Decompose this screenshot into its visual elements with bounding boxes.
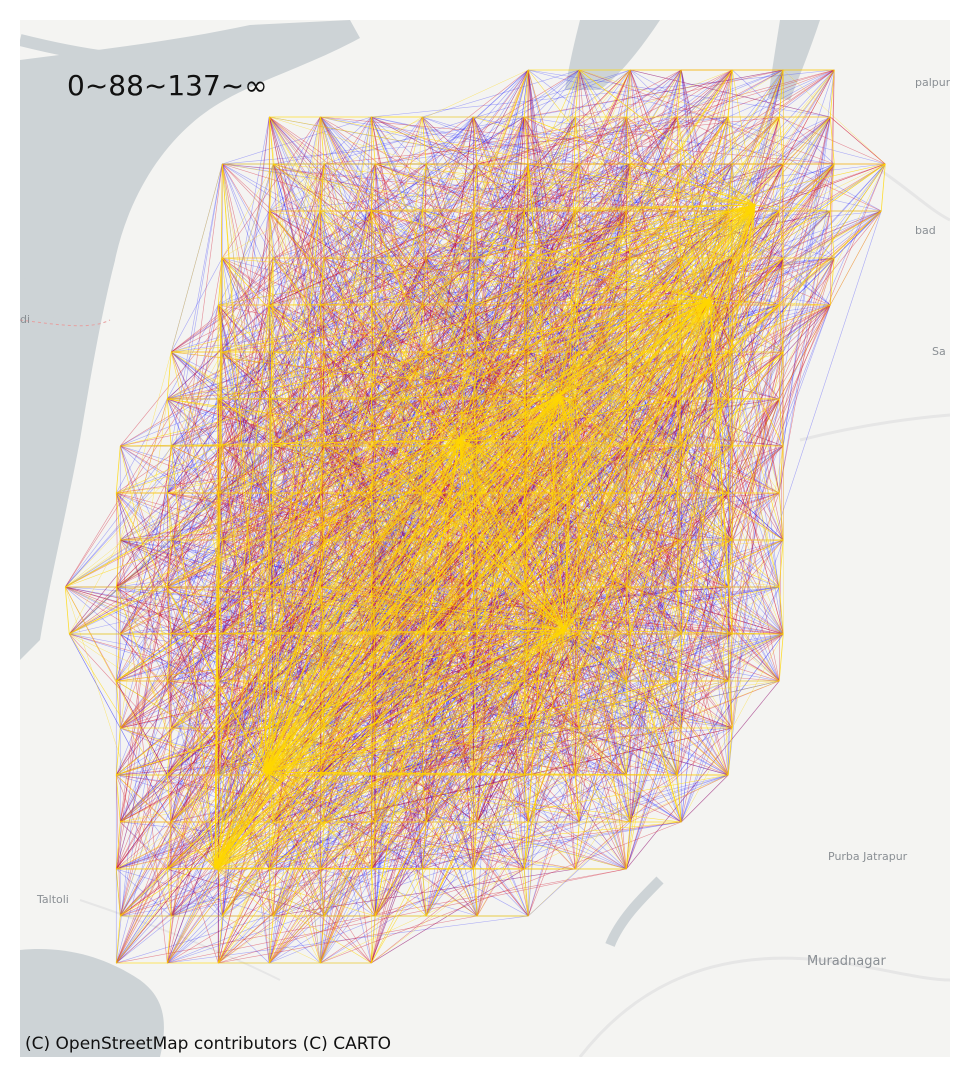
map-canvas[interactable]: palpur bad di Sa Purba Jatrapur Taltoli … [20, 20, 950, 1057]
place-label-edge-left: di [20, 313, 31, 326]
place-label-gopalpur: palpur [915, 76, 950, 89]
place-label-taltoli: Taltoli [37, 893, 69, 906]
river-south-east [605, 876, 664, 947]
map-attribution: (C) OpenStreetMap contributors (C) CARTO [25, 1034, 392, 1054]
river-north-east [768, 20, 820, 100]
river-main [20, 20, 360, 660]
road-east [799, 413, 950, 442]
road-south [578, 956, 950, 1057]
river-north [565, 20, 660, 90]
flow-network-map [20, 20, 950, 1057]
place-label-abad: bad [915, 224, 936, 237]
river-main-branch [20, 260, 115, 330]
basemap-layer [20, 20, 950, 1057]
road-south-west [79, 899, 281, 981]
edges-high-flow [64, 69, 886, 964]
road-north-east [879, 168, 950, 222]
district-boundary [20, 319, 111, 327]
place-label-edge-right: Sa [932, 345, 946, 358]
river-north-west [20, 34, 201, 68]
place-label-muradnagar: Muradnagar [807, 954, 886, 969]
place-label-purba-jatrapur: Purba Jatrapur [828, 850, 908, 863]
legend-title: 0~88~137~∞ [67, 69, 268, 102]
river-south [20, 949, 164, 1057]
